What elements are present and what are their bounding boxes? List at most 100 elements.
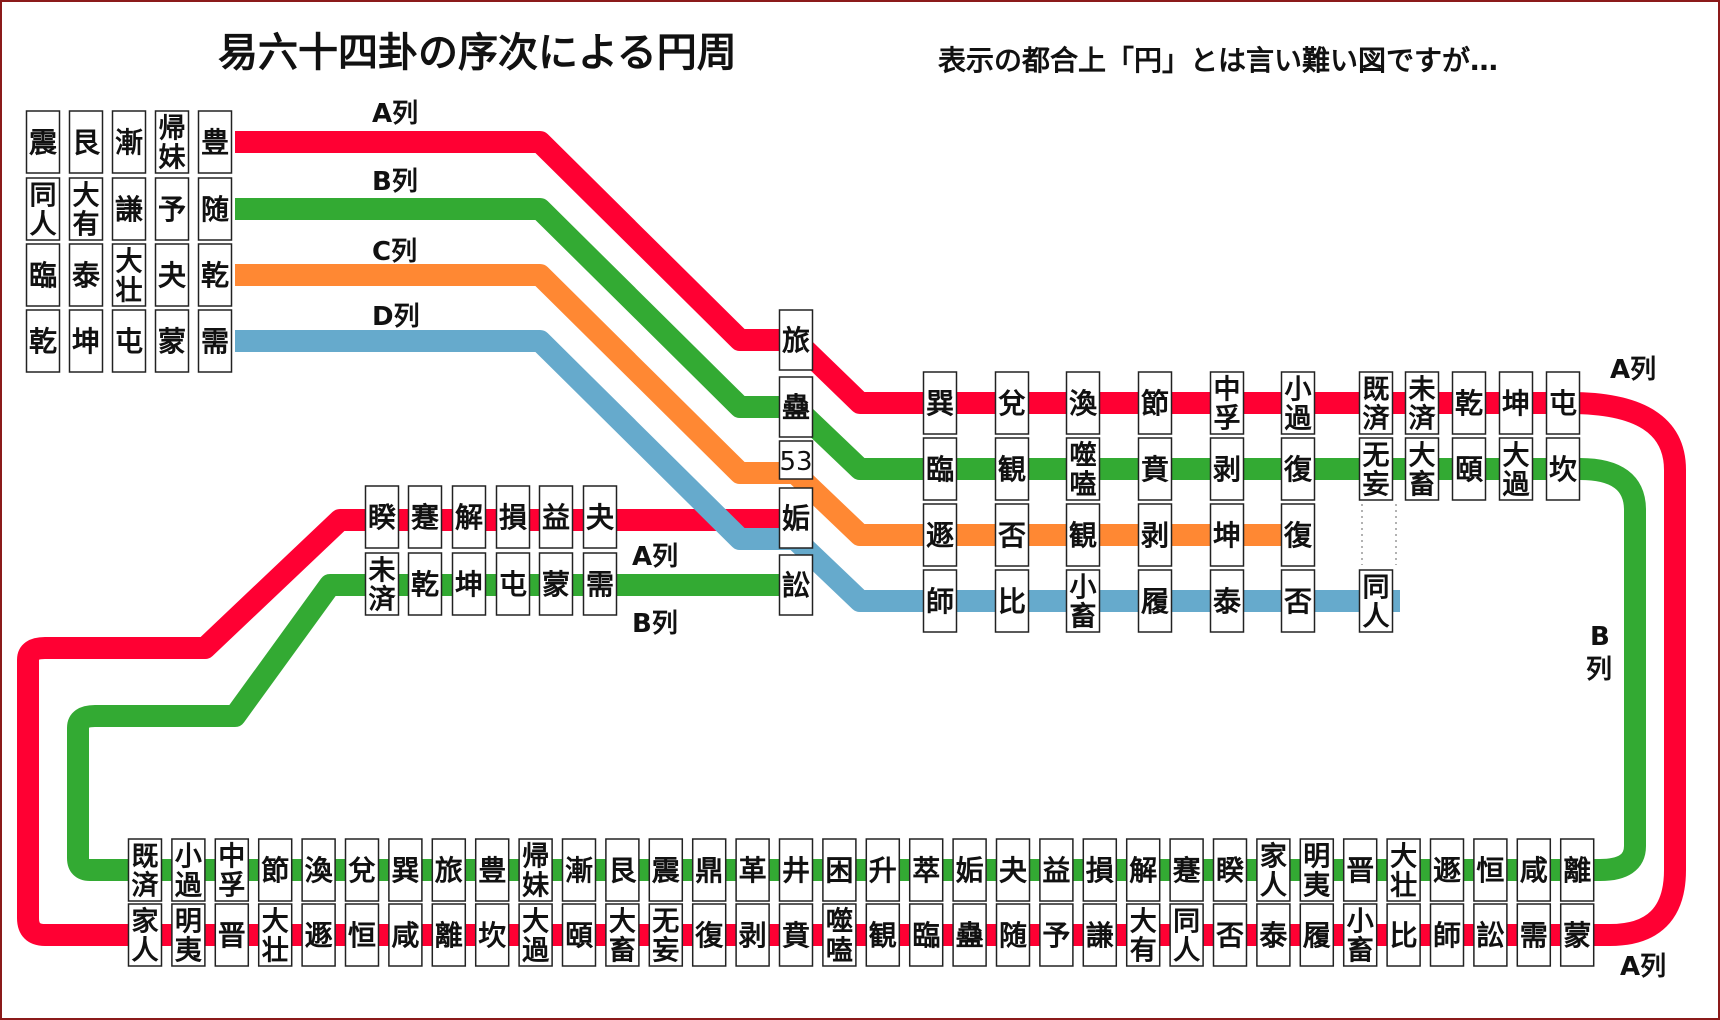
cell-label: 随 bbox=[201, 193, 229, 226]
hexagram-cell: 旅 bbox=[778, 309, 814, 371]
cell-label: 漸 bbox=[115, 126, 143, 159]
hexagram-cell: 予 bbox=[1039, 903, 1074, 967]
cell-label: 蠱 bbox=[956, 919, 984, 952]
cell-box bbox=[1256, 903, 1291, 967]
cell-box bbox=[1209, 437, 1245, 501]
hexagram-cell: 夬 bbox=[154, 243, 190, 307]
hexagram-cell: 渙 bbox=[1065, 371, 1101, 435]
cell-label: 大畜 bbox=[609, 907, 636, 967]
cell-box bbox=[561, 903, 597, 967]
cell-box bbox=[154, 177, 190, 241]
cell-label: 謙 bbox=[115, 193, 143, 226]
cell-label-char: 孚 bbox=[218, 870, 245, 902]
hexagram-cell: 需 bbox=[1516, 903, 1552, 967]
hexagram-cell: 坤 bbox=[1209, 503, 1245, 567]
cell-box bbox=[154, 243, 190, 307]
cell-box bbox=[778, 487, 814, 549]
hexagram-cell: 否 bbox=[1280, 569, 1316, 633]
cell-box bbox=[111, 110, 147, 174]
cell-box bbox=[1280, 437, 1316, 501]
cell-label-char: 人 bbox=[1363, 602, 1390, 633]
cell-box bbox=[735, 838, 770, 902]
hexagram-cell: 帰妹 bbox=[518, 838, 553, 902]
cell-box bbox=[1212, 838, 1248, 902]
cell-label: 小過 bbox=[1285, 375, 1313, 435]
cell-label: 否 bbox=[998, 519, 1026, 552]
cell-box bbox=[25, 177, 61, 241]
cell-label: 大畜 bbox=[1409, 441, 1436, 501]
cell-box bbox=[1299, 903, 1335, 967]
hexagram-cell: 剥 bbox=[735, 903, 770, 967]
cell-label: 大壮 bbox=[262, 907, 289, 967]
cell-label: 漸 bbox=[565, 854, 593, 887]
cell-label: 豊 bbox=[201, 126, 229, 159]
hexagram-cell: 比 bbox=[994, 569, 1030, 633]
hexagram-cell: 乾 bbox=[407, 552, 443, 616]
hexagram-cell: 益 bbox=[538, 485, 574, 549]
cell-box bbox=[1125, 838, 1161, 902]
hexagram-cell: 損 bbox=[495, 485, 531, 549]
cell-label-char: 帰 bbox=[522, 842, 549, 873]
cell-label: 蹇 bbox=[411, 501, 440, 534]
cell-label-char: 大 bbox=[116, 247, 143, 278]
cell-label-char: 済 bbox=[132, 870, 160, 902]
hexagram-cell: 睽 bbox=[1212, 838, 1248, 902]
hexagram-cell: 大過 bbox=[518, 903, 553, 967]
cell-label: 坤 bbox=[72, 325, 100, 358]
hexagram-cell: 臨 bbox=[922, 437, 958, 501]
hexagram-cell: 噬嗑 bbox=[1065, 437, 1101, 501]
cell-label: 恒 bbox=[1476, 854, 1504, 887]
cell-label: 震 bbox=[652, 854, 681, 887]
cell-label-char: 妹 bbox=[522, 871, 549, 902]
cell-label-char: 過 bbox=[522, 936, 550, 967]
cell-label: 泰 bbox=[1213, 585, 1242, 618]
hexagram-cell: 坎 bbox=[474, 903, 510, 967]
cell-label: 遯 bbox=[1433, 854, 1461, 887]
cell-box bbox=[1065, 371, 1101, 435]
hexagram-cell: 兌 bbox=[344, 838, 380, 902]
hexagram-cell: 臨 bbox=[25, 243, 61, 307]
cell-label-char: 妄 bbox=[1363, 469, 1390, 501]
cell-label: 艮 bbox=[608, 854, 637, 887]
hexagram-cell: 剥 bbox=[1137, 503, 1173, 567]
cell-label-char: 大 bbox=[1130, 907, 1157, 938]
hexagram-cell: 夬 bbox=[582, 485, 618, 549]
cell-box bbox=[1358, 437, 1394, 501]
hexagram-cell: 需 bbox=[197, 309, 233, 373]
cell-box bbox=[582, 552, 618, 616]
cell-label: 予 bbox=[158, 193, 186, 226]
hexagram-cell: 観 bbox=[1065, 503, 1101, 567]
cell-box bbox=[1545, 437, 1581, 501]
hexagram-cell: 遯 bbox=[1429, 838, 1465, 902]
cell-label: 旅 bbox=[435, 854, 463, 887]
hexagram-cell: 益 bbox=[1039, 838, 1074, 902]
hexagram-cell: 震 bbox=[25, 110, 61, 174]
cell-box bbox=[1545, 371, 1581, 435]
hexagram-cell: 解 bbox=[451, 485, 487, 549]
cell-box bbox=[778, 440, 814, 480]
cell-box bbox=[257, 903, 293, 967]
cell-label: 離 bbox=[1563, 854, 1591, 887]
cell-box bbox=[1280, 371, 1316, 435]
hexagram-cell: 坤 bbox=[451, 552, 487, 616]
cell-label-char: 帰 bbox=[159, 114, 186, 145]
cell-label-char: 夷 bbox=[175, 936, 203, 967]
cell-box bbox=[364, 552, 400, 616]
cell-label: 師 bbox=[1433, 919, 1461, 952]
cell-box bbox=[994, 371, 1030, 435]
hexagram-cell: 豊 bbox=[474, 838, 510, 902]
cell-label: 泰 bbox=[72, 259, 101, 292]
hexagram-cell: 大壮 bbox=[257, 903, 293, 967]
cell-box bbox=[994, 503, 1030, 567]
cell-label: 中孚 bbox=[218, 842, 245, 902]
cell-box bbox=[1065, 569, 1101, 633]
hexagram-cell: 既済 bbox=[127, 838, 163, 902]
cell-box bbox=[1404, 371, 1440, 435]
cell-box bbox=[1039, 838, 1074, 902]
cell-box bbox=[778, 838, 814, 902]
cell-label: 観 bbox=[1069, 519, 1097, 552]
hexagram-cell: 姤 bbox=[952, 838, 987, 902]
cell-label: 剥 bbox=[1141, 519, 1169, 552]
hexagram-cell: 訟 bbox=[1473, 903, 1508, 967]
